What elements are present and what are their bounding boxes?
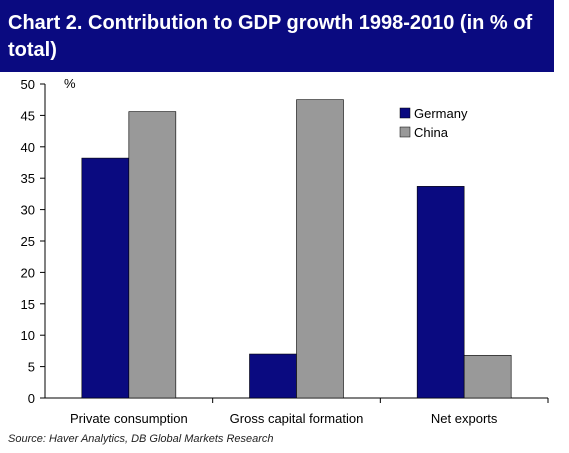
y-tick-label: 45 bbox=[21, 108, 35, 123]
y-tick-label: 0 bbox=[28, 391, 35, 406]
bar-germany-private-consumption bbox=[81, 157, 130, 399]
y-tick-label: 30 bbox=[21, 203, 35, 218]
y-tick-label: 35 bbox=[21, 171, 35, 186]
y-tick-label: 5 bbox=[28, 360, 35, 375]
bar-germany-gross-capital-formation bbox=[249, 353, 297, 399]
chart-title-bar: Chart 2. Contribution to GDP growth 1998… bbox=[0, 0, 554, 72]
chart-area: 0 5 10 15 20 25 30 35 40 45 50% Private consumption… bbox=[0, 72, 569, 430]
y-tick-label: 10 bbox=[21, 328, 35, 343]
legend-label-germany: Germany bbox=[414, 106, 468, 121]
chart-title: Chart 2. Contribution to GDP growth 1998… bbox=[8, 12, 533, 61]
legend-label-china: China bbox=[414, 125, 449, 140]
bar-chart: 0 5 10 15 20 25 30 35 40 45 50 % Private consumption… bbox=[21, 76, 549, 426]
y-tick-label: 40 bbox=[21, 140, 35, 155]
bar-germany-net-exports bbox=[416, 186, 465, 399]
y-tick-label: 20 bbox=[21, 265, 35, 280]
legend-swatch-germany bbox=[399, 107, 411, 119]
y-tick-label: 50 bbox=[21, 77, 35, 92]
legend-swatch-china bbox=[399, 126, 411, 138]
x-tick-label: Net exports bbox=[431, 411, 498, 426]
bar-china-gross-capital-formation bbox=[296, 99, 344, 399]
source-note: Source: Haver Analytics, DB Global Marke… bbox=[8, 433, 274, 445]
y-tick-label: 15 bbox=[21, 297, 35, 312]
x-tick-label: Gross capital formation bbox=[230, 411, 364, 426]
y-axis-label: % bbox=[64, 76, 76, 91]
bar-china-private-consumption bbox=[128, 111, 177, 399]
bar-china-net-exports bbox=[463, 354, 512, 399]
x-tick-label: Private consumption bbox=[70, 411, 188, 426]
y-tick-label: 25 bbox=[21, 234, 35, 249]
